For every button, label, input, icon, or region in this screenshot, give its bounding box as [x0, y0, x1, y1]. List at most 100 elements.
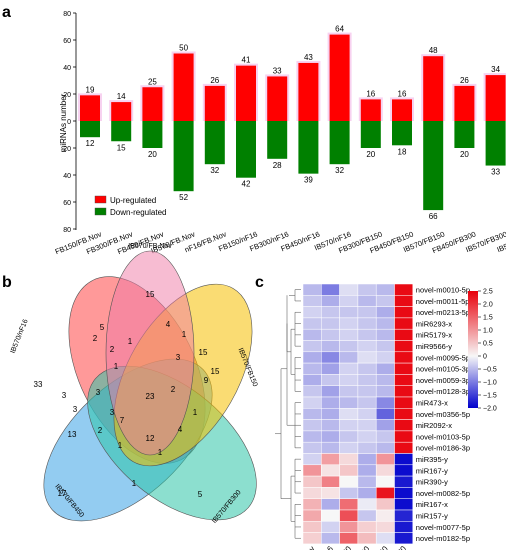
data-label-up: 33: [273, 66, 282, 75]
heatmap-cell: [339, 295, 359, 307]
data-label-up: 64: [335, 25, 344, 34]
bar-down-regulated: [80, 121, 100, 138]
y-tick-label: 80: [63, 227, 71, 234]
legend-label-down: Down-regulated: [110, 208, 166, 217]
heatmap-cell: [321, 475, 340, 488]
colorbar-tick-label: −1.5: [483, 393, 497, 400]
heatmap-cell: [375, 509, 395, 522]
data-label-down: 20: [148, 150, 157, 159]
heatmap-cell: [321, 464, 340, 477]
row-label: novel-m0356-5p: [416, 410, 470, 419]
heatmap-cell: [321, 374, 340, 386]
heatmap-cell: [321, 283, 340, 296]
heatmap-cell: [394, 487, 414, 499]
venn-count: 3: [96, 388, 101, 397]
heatmap-cell: [375, 430, 395, 443]
heatmap-cell: [375, 362, 395, 375]
heatmap-cell: [302, 430, 322, 443]
heatmap-cell: [375, 374, 395, 386]
heatmap-cell: [375, 475, 395, 488]
heatmap-cell: [302, 351, 322, 364]
venn-count: 3: [62, 391, 67, 400]
bar-up-regulated: [298, 62, 319, 121]
heatmap-cell: [357, 351, 377, 364]
bar-up-regulated: [111, 102, 132, 121]
bar-down-regulated: [485, 121, 506, 166]
data-label-down: 33: [491, 168, 500, 177]
venn-region-counts: 15 15 5 17 33 4 1 1 13 3 5 2 1 2 3 15 9 …: [34, 290, 220, 499]
bar-up-regulated: [392, 99, 412, 121]
venn-count: 4: [166, 320, 171, 329]
heatmap-cell: [394, 374, 414, 386]
y-tick-label: 0: [67, 119, 71, 126]
venn-count: 1: [114, 362, 119, 371]
heatmap-cell: [375, 317, 395, 330]
heatmap-cell: [302, 340, 322, 353]
y-tick-label: 40: [63, 173, 71, 180]
venn-count: 15: [211, 367, 220, 376]
row-label: novel-m0095-5p: [416, 353, 470, 362]
y-tick-label: 80: [63, 11, 71, 18]
heatmap-cell: [339, 351, 359, 364]
data-label-down: 20: [460, 150, 469, 159]
heatmap-cell: [375, 396, 395, 409]
data-label-up: 34: [491, 65, 500, 74]
heatmap-cell: [339, 385, 359, 398]
venn-count: 3: [73, 405, 78, 414]
heatmap-cell: [357, 441, 377, 454]
heatmap-cell: [321, 396, 340, 409]
data-label-down: 52: [179, 193, 188, 202]
heatmap-cell: [302, 396, 322, 409]
heatmap-cell: [302, 509, 322, 522]
venn-set-ib570-fbnov: [105, 250, 195, 456]
heatmap-cell: [375, 340, 395, 353]
heatmap-cell: [339, 453, 359, 466]
heatmap-cell: [394, 362, 414, 375]
data-label-up: 19: [86, 85, 95, 94]
bar-down-regulated: [360, 121, 381, 148]
heatmap-cell: [321, 532, 340, 545]
data-label-down: 12: [86, 139, 95, 148]
heatmap-cell: [394, 328, 414, 341]
panel-b-venn-diagram: b IB570/FB.Nov IB570/FB150 IB570/FB300 I…: [2, 243, 258, 525]
row-label: novel-m0182-5p: [416, 534, 470, 543]
heatmap-cell: [375, 453, 395, 466]
bar-down-regulated: [111, 121, 132, 142]
heatmap-cell: [357, 430, 377, 443]
bar-up-regulated: [360, 99, 381, 121]
heatmap-cell: [394, 453, 414, 466]
heatmap-cell: [321, 408, 340, 420]
row-label: novel-m0010-5p: [416, 285, 470, 294]
heatmap-cell: [394, 295, 414, 307]
venn-count: 17: [58, 489, 67, 498]
venn-count: 23: [146, 392, 155, 401]
venn-count: 3: [110, 408, 115, 417]
heatmap-cell: [339, 374, 359, 386]
heatmap-cell: [357, 283, 377, 296]
data-label-up: 16: [398, 89, 407, 98]
data-label-down: 15: [117, 143, 126, 152]
heatmap-cell: [357, 487, 377, 499]
heatmap-cell: [357, 306, 377, 319]
heatmap-cell: [394, 351, 414, 364]
row-label: novel-m0059-3p: [416, 376, 470, 385]
column-label: FB450: [368, 544, 390, 550]
bar-down-regulated: [298, 121, 319, 174]
column-label: FB150: [331, 544, 353, 550]
data-label-up: 41: [242, 56, 251, 65]
data-label-up: 26: [210, 76, 219, 85]
panel-a-bar-chart: a miRNAs number 80 60 40 20 0 20 40 60 80 19 12 14…: [2, 4, 506, 256]
venn-count: 33: [34, 380, 43, 389]
heatmap-cell: [394, 283, 414, 296]
colorbar: [468, 291, 478, 408]
venn-count: 7: [120, 416, 125, 425]
data-label-down: 39: [304, 176, 313, 185]
heatmap-cell: [339, 521, 359, 533]
heatmap-cell: [375, 441, 395, 454]
bar-down-regulated: [423, 121, 444, 211]
row-label: miR157-y: [416, 511, 448, 520]
heatmap-cell: [375, 351, 395, 364]
legend-swatch-down: [94, 207, 107, 216]
column-labels: FB.NovnF16FB150FB300FB450IB570: [293, 544, 409, 550]
heatmap-cell: [302, 385, 322, 398]
